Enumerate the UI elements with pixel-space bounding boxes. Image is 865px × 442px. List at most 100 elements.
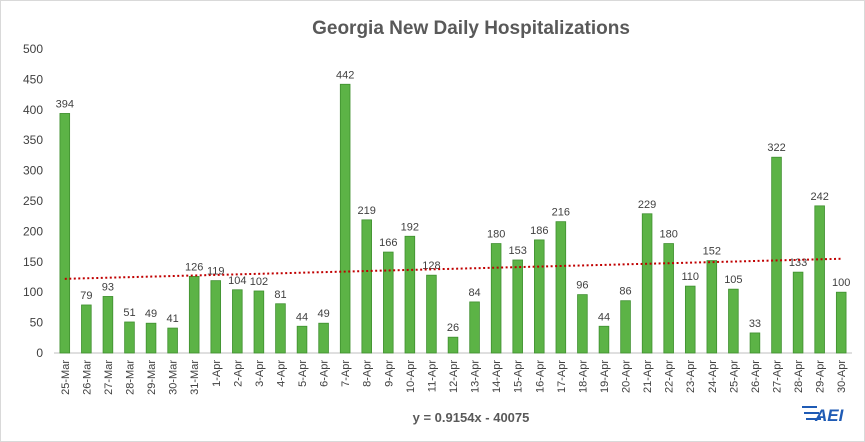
y-tick-label: 450 <box>23 72 43 86</box>
x-tick-label: 26-Apr <box>750 360 762 393</box>
x-tick-label: 16-Apr <box>534 360 546 393</box>
data-label: 86 <box>619 286 631 298</box>
x-tick-label: 27-Mar <box>103 360 115 395</box>
bar <box>641 213 653 354</box>
bar <box>577 294 588 354</box>
data-label: 442 <box>336 69 354 81</box>
data-label: 394 <box>56 98 74 110</box>
data-label: 41 <box>166 313 178 325</box>
bar <box>534 239 545 354</box>
x-tick-label: 26-Mar <box>81 360 93 395</box>
data-label: 26 <box>447 322 459 334</box>
x-tick-label: 29-Apr <box>815 360 827 393</box>
x-tick-label: 31-Mar <box>189 360 201 395</box>
x-tick-label: 23-Apr <box>685 360 697 393</box>
bar <box>275 303 286 354</box>
x-tick-label: 28-Apr <box>793 360 805 393</box>
bar <box>124 321 135 354</box>
x-tick-label: 6-Apr <box>319 360 331 387</box>
x-tick-label: 22-Apr <box>664 360 676 393</box>
bar <box>188 275 200 354</box>
trendline-equation: y = 0.9154x - 40075 <box>413 410 530 425</box>
x-tick-label: 9-Apr <box>383 360 395 387</box>
x-tick-label: 2-Apr <box>232 360 244 387</box>
x-tick-label: 25-Apr <box>728 360 740 393</box>
data-label: 102 <box>250 276 268 288</box>
x-tick-label: 11-Apr <box>426 360 438 393</box>
y-tick-label: 200 <box>23 224 43 238</box>
data-label: 219 <box>358 205 376 217</box>
data-label: 51 <box>123 307 135 319</box>
bar <box>663 243 674 354</box>
bar <box>253 290 265 354</box>
data-label: 186 <box>530 225 548 237</box>
y-tick-label: 0 <box>36 346 43 360</box>
data-label: 153 <box>509 245 527 257</box>
data-label: 180 <box>487 229 505 241</box>
x-tick-label: 13-Apr <box>470 360 482 393</box>
x-tick-label: 28-Mar <box>124 360 136 395</box>
bar <box>383 251 394 354</box>
bar <box>59 113 71 354</box>
data-label: 105 <box>724 274 742 286</box>
bar <box>318 322 329 354</box>
data-label: 49 <box>317 308 329 320</box>
x-tick-label: 5-Apr <box>297 360 309 387</box>
data-label: 216 <box>552 207 570 219</box>
data-label: 93 <box>102 281 114 293</box>
y-tick-label: 300 <box>23 164 43 178</box>
bar <box>167 327 178 354</box>
bar <box>339 83 351 354</box>
x-tick-label: 3-Apr <box>254 360 266 387</box>
data-label: 79 <box>80 290 92 302</box>
bar <box>296 325 308 354</box>
data-label: 180 <box>660 229 678 241</box>
data-label: 44 <box>598 311 610 323</box>
data-label: 126 <box>185 261 203 273</box>
x-tick-label: 12-Apr <box>448 360 460 393</box>
bar <box>102 296 114 354</box>
data-label: 152 <box>703 246 721 258</box>
bar <box>620 300 631 354</box>
bar <box>512 259 523 354</box>
data-label: 229 <box>638 199 656 211</box>
bar <box>210 280 222 354</box>
x-tick-label: 20-Apr <box>621 360 633 393</box>
y-tick-label: 100 <box>23 285 43 299</box>
x-tick-label: 15-Apr <box>513 360 525 393</box>
data-label: 100 <box>832 277 850 289</box>
x-tick-label: 25-Mar <box>60 360 72 395</box>
bar <box>814 205 825 354</box>
bar <box>684 285 696 354</box>
bar <box>706 260 718 354</box>
x-tick-label: 21-Apr <box>642 360 654 393</box>
x-tick-label: 7-Apr <box>340 360 352 387</box>
bar <box>728 288 739 354</box>
x-tick-label: 1-Apr <box>211 360 223 387</box>
bar <box>469 301 480 354</box>
bar <box>404 235 416 354</box>
bar <box>771 156 782 354</box>
bar <box>555 221 567 354</box>
trendline <box>64 257 842 280</box>
bar <box>598 325 610 354</box>
x-tick-label: 8-Apr <box>362 360 374 387</box>
x-tick-label: 30-Apr <box>836 360 848 393</box>
bar <box>232 289 243 354</box>
data-label: 192 <box>401 221 419 233</box>
bar <box>447 336 459 354</box>
bar <box>145 322 157 354</box>
data-label: 81 <box>274 289 286 301</box>
bar <box>81 304 92 354</box>
x-tick-label: 14-Apr <box>491 360 503 393</box>
bar <box>426 274 437 354</box>
bar <box>749 332 761 354</box>
data-label: 242 <box>810 191 828 203</box>
y-tick-label: 400 <box>23 103 43 117</box>
chart-title: Georgia New Daily Hospitalizations <box>312 18 630 39</box>
y-tick-label: 150 <box>23 255 43 269</box>
bar <box>835 291 847 354</box>
data-label: 128 <box>422 260 440 272</box>
